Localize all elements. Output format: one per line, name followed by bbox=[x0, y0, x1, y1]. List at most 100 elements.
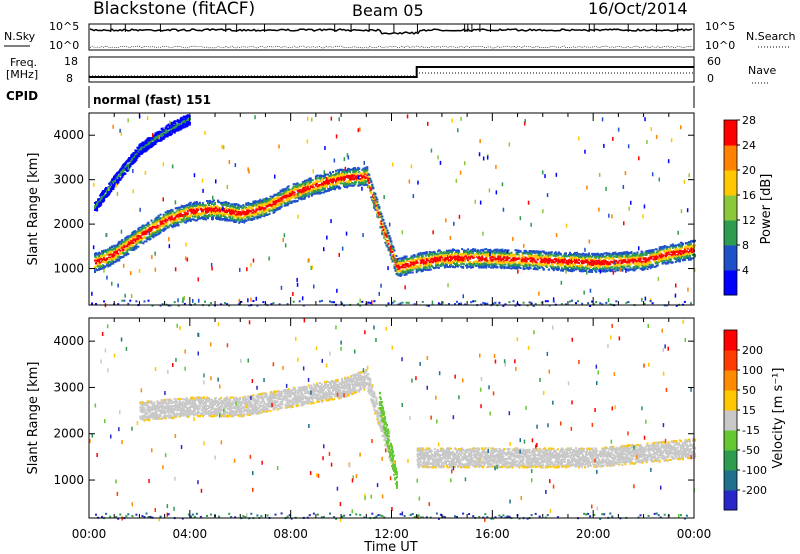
data-cell bbox=[353, 184, 356, 187]
data-cell bbox=[119, 249, 122, 252]
data-cell bbox=[95, 259, 97, 262]
data-cell bbox=[204, 216, 206, 219]
data-cell bbox=[438, 249, 441, 252]
data-cell bbox=[107, 262, 110, 265]
data-cell bbox=[370, 192, 373, 195]
data-cell bbox=[95, 268, 97, 271]
data-cell bbox=[399, 270, 402, 273]
data-cell bbox=[296, 200, 299, 202]
data-cell bbox=[407, 258, 410, 260]
data-cell bbox=[375, 207, 378, 210]
data-cell bbox=[472, 266, 475, 268]
data-cell bbox=[369, 177, 372, 180]
data-cell bbox=[306, 186, 309, 189]
data-cell bbox=[455, 252, 457, 255]
data-cell bbox=[508, 267, 511, 269]
data-cell bbox=[324, 184, 327, 187]
data-cell bbox=[386, 244, 389, 246]
data-cell bbox=[445, 264, 448, 267]
data-cell bbox=[119, 244, 122, 247]
data-cell bbox=[229, 215, 232, 218]
data-cell bbox=[291, 192, 294, 195]
data-cell bbox=[506, 256, 509, 259]
data-cell bbox=[437, 264, 440, 267]
data-cell bbox=[210, 207, 212, 210]
data-cell bbox=[232, 207, 235, 210]
data-cell bbox=[439, 251, 442, 253]
data-cell bbox=[231, 203, 234, 206]
data-cell bbox=[436, 260, 439, 263]
data-cell bbox=[428, 266, 431, 269]
data-cell bbox=[287, 197, 290, 200]
data-cell bbox=[606, 270, 609, 273]
data-cell bbox=[459, 256, 462, 259]
data-cell bbox=[477, 249, 480, 252]
data-cell bbox=[151, 221, 154, 224]
data-cell bbox=[433, 259, 436, 262]
data-cell bbox=[492, 258, 495, 261]
data-cell bbox=[217, 199, 220, 202]
data-cell bbox=[263, 213, 266, 216]
data-cell bbox=[465, 255, 468, 258]
data-cell bbox=[226, 211, 229, 213]
data-cell bbox=[252, 204, 255, 207]
data-cell bbox=[417, 252, 420, 255]
data-cell bbox=[152, 234, 155, 237]
data-cell bbox=[269, 201, 272, 204]
data-cell bbox=[288, 191, 291, 194]
data-cell bbox=[333, 178, 335, 180]
data-cell bbox=[95, 252, 97, 255]
data-cell bbox=[454, 255, 456, 258]
data-cell bbox=[513, 254, 516, 257]
data-cell bbox=[184, 206, 187, 209]
data-cell bbox=[404, 257, 407, 260]
data-cell bbox=[97, 254, 100, 256]
data-cell bbox=[336, 175, 338, 178]
data-cell bbox=[273, 206, 276, 209]
data-cell bbox=[149, 235, 152, 238]
data-cell bbox=[411, 266, 414, 269]
data-cell bbox=[528, 264, 531, 267]
data-cell bbox=[215, 213, 217, 216]
data-cell bbox=[227, 208, 230, 211]
data-cell bbox=[428, 253, 431, 256]
data-cell bbox=[290, 201, 293, 204]
data-cell bbox=[405, 273, 408, 276]
data-cell bbox=[431, 252, 434, 255]
data-cell bbox=[403, 274, 406, 276]
data-cell bbox=[358, 167, 361, 170]
date-label: 16/Oct/2014 bbox=[588, 0, 688, 18]
data-cell bbox=[186, 212, 189, 215]
data-cell bbox=[479, 256, 482, 259]
data-cell bbox=[448, 249, 450, 252]
data-cell bbox=[539, 252, 542, 255]
data-cell bbox=[338, 185, 341, 188]
data-cell bbox=[168, 214, 171, 217]
data-cell bbox=[354, 167, 357, 170]
data-cell bbox=[409, 265, 412, 268]
data-cell bbox=[586, 253, 589, 256]
data-cell bbox=[242, 204, 245, 207]
data-cell bbox=[214, 203, 216, 206]
data-cell bbox=[458, 252, 460, 255]
data-cell bbox=[186, 220, 189, 223]
data-cell bbox=[130, 248, 133, 251]
data-cell bbox=[239, 211, 242, 213]
data-cell bbox=[280, 198, 283, 200]
data-cell bbox=[460, 262, 463, 265]
data-cell bbox=[98, 262, 101, 265]
data-cell bbox=[333, 184, 335, 187]
data-cell bbox=[169, 223, 172, 226]
data-cell bbox=[339, 179, 342, 182]
data-cell bbox=[404, 264, 407, 267]
data-cell bbox=[366, 168, 369, 170]
data-cell bbox=[147, 229, 150, 232]
data-cell bbox=[233, 212, 236, 215]
data-cell bbox=[142, 231, 145, 234]
data-cell bbox=[458, 255, 460, 258]
data-cell bbox=[368, 181, 371, 184]
data-cell bbox=[315, 182, 318, 185]
data-cell bbox=[372, 187, 375, 190]
data-cell bbox=[532, 261, 535, 264]
data-cell bbox=[413, 254, 416, 257]
